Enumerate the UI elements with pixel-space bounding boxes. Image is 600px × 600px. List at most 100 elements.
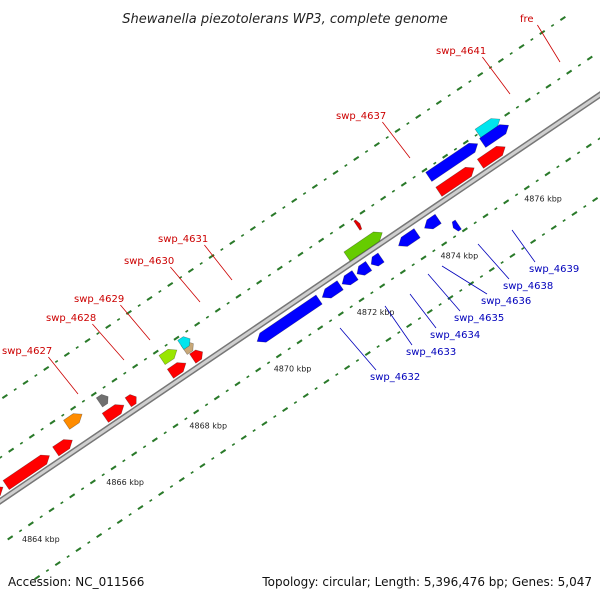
gene-label-swp_4639: swp_4639 xyxy=(529,264,579,275)
tick-mark xyxy=(146,295,153,301)
kbp-label: 4868 kbp xyxy=(189,422,227,431)
gene-swp_4638 xyxy=(398,228,421,247)
tick-mark xyxy=(468,79,472,83)
gene-label-swp_4628: swp_4628 xyxy=(46,313,96,324)
tick-mark xyxy=(314,387,318,391)
tick-mark xyxy=(194,321,201,327)
tick-mark xyxy=(376,345,380,349)
tick-mark xyxy=(390,277,395,281)
tick-mark xyxy=(69,493,76,499)
tick-mark xyxy=(535,179,539,183)
tick-mark xyxy=(509,253,516,259)
tick-mark xyxy=(89,479,96,485)
tick-mark xyxy=(143,357,148,361)
tick-mark xyxy=(559,15,566,21)
tick-mark xyxy=(122,459,126,463)
tick-mark xyxy=(350,217,354,221)
tick-mark xyxy=(503,199,510,205)
tick-mark xyxy=(406,121,410,125)
tick-mark xyxy=(22,379,29,385)
tick-mark xyxy=(453,147,458,151)
tick-mark xyxy=(131,451,138,457)
gene-swp_4632 xyxy=(256,294,323,343)
tick-mark xyxy=(293,401,298,405)
tick-mark xyxy=(75,345,79,349)
tick-mark xyxy=(116,519,123,525)
tick-mark xyxy=(252,429,256,433)
tick-mark xyxy=(18,529,23,533)
tick-mark xyxy=(344,365,351,371)
tick-mark xyxy=(536,91,540,95)
tick-mark xyxy=(19,441,24,445)
gene-feature xyxy=(343,231,383,262)
tick-mark xyxy=(514,193,519,197)
tick-mark xyxy=(90,391,97,397)
gene-swp_4636 xyxy=(370,252,385,267)
tick-mark xyxy=(49,419,56,425)
tick-mark xyxy=(497,57,504,63)
gene-feature xyxy=(2,454,50,491)
tick-mark xyxy=(358,297,365,303)
tick-mark xyxy=(34,373,38,377)
genome-summary-text: Topology: circular; Length: 5,396,476 bp… xyxy=(261,575,592,589)
tick-mark xyxy=(107,527,112,531)
tick-mark xyxy=(39,515,43,519)
tick-mark xyxy=(45,569,50,573)
tick-mark xyxy=(459,289,463,293)
tick-mark xyxy=(488,267,495,273)
label-leader-line xyxy=(204,244,233,281)
tick-mark xyxy=(84,337,91,343)
tick-mark xyxy=(34,575,41,581)
tick-mark xyxy=(323,379,330,385)
tick-mark xyxy=(282,407,289,413)
tick-mark xyxy=(462,139,469,145)
gene-label-swp_4630: swp_4630 xyxy=(124,256,174,267)
tick-mark xyxy=(137,303,141,307)
label-leader-line xyxy=(92,323,125,361)
tick-mark xyxy=(309,245,313,249)
tick-mark xyxy=(167,281,174,287)
tick-mark xyxy=(231,443,236,447)
tick-mark xyxy=(220,449,227,455)
tick-mark xyxy=(63,351,70,357)
tick-mark xyxy=(8,447,15,453)
tick-mark xyxy=(518,43,525,49)
tick-mark xyxy=(137,505,144,511)
gene-label-swp_4629: swp_4629 xyxy=(74,294,124,305)
tick-mark xyxy=(151,437,158,443)
tick-mark xyxy=(60,501,64,505)
label-leader-line xyxy=(477,243,510,280)
gene-feature xyxy=(435,166,475,197)
tick-mark xyxy=(273,415,277,419)
tick-mark xyxy=(452,235,457,239)
tick-mark xyxy=(256,279,263,285)
tick-mark xyxy=(494,207,498,211)
tick-mark xyxy=(54,359,59,363)
tick-mark xyxy=(1,393,8,399)
gene-feature xyxy=(166,362,187,379)
tick-mark xyxy=(54,561,61,567)
tick-mark xyxy=(0,455,3,459)
tick-mark xyxy=(344,163,348,167)
tick-mark xyxy=(48,507,55,513)
gene-feature xyxy=(479,124,510,148)
tick-mark xyxy=(385,135,389,139)
tick-mark xyxy=(13,387,17,391)
tick-mark xyxy=(479,275,484,279)
gene-swp_4627 xyxy=(63,413,83,430)
tick-mark xyxy=(178,477,185,483)
tick-mark xyxy=(128,513,132,517)
label-leader-line xyxy=(511,229,536,263)
tick-mark xyxy=(329,231,334,235)
tick-mark xyxy=(173,335,180,341)
tick-mark xyxy=(411,263,415,267)
tick-mark xyxy=(338,223,345,229)
tick-mark xyxy=(435,99,442,105)
label-leader-line xyxy=(120,304,151,341)
tick-mark xyxy=(592,197,599,203)
tick-mark xyxy=(266,361,271,365)
tick-mark xyxy=(583,205,587,209)
tick-mark xyxy=(110,465,117,471)
tick-mark xyxy=(426,309,433,315)
